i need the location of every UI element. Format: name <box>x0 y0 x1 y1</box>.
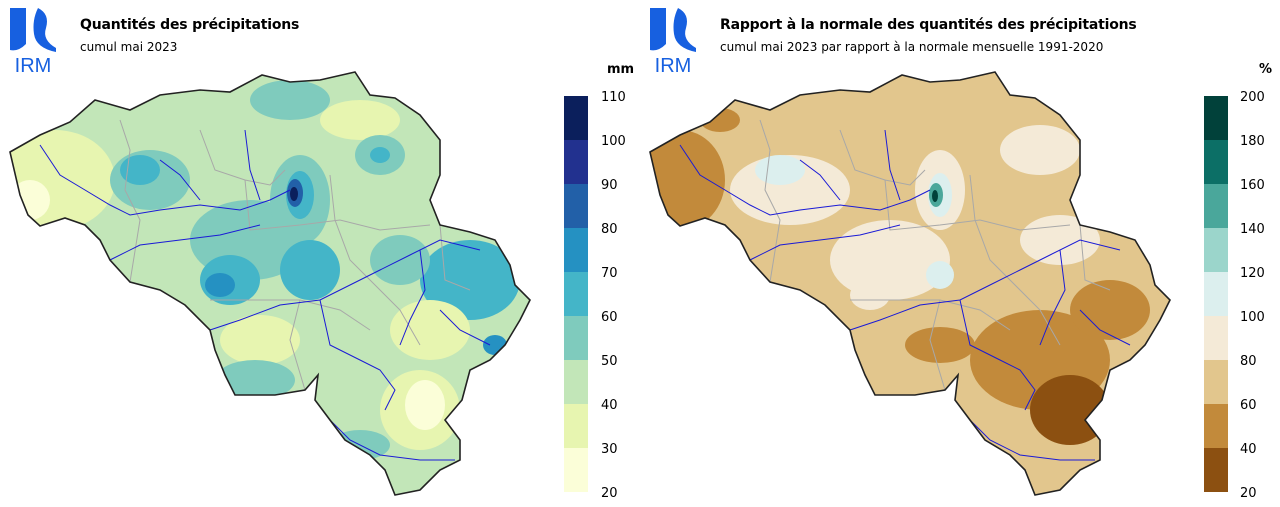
legend-swatch <box>1204 316 1228 360</box>
legend-swatch <box>1204 96 1228 140</box>
svg-text:IRM: IRM <box>15 55 52 74</box>
precipitation-panel: IRM Quantités des précipitations cumul m… <box>6 4 635 501</box>
ratio-legend <box>1204 96 1228 492</box>
legend-tick: 200 <box>1240 90 1265 105</box>
panel-title: Rapport à la normale des quantités des p… <box>720 17 1137 33</box>
legend-tick: 80 <box>601 222 618 237</box>
legend-swatch <box>564 448 588 492</box>
legend-swatch <box>1204 140 1228 184</box>
legend-swatch <box>1204 228 1228 272</box>
legend-swatch <box>564 140 588 184</box>
legend-swatch <box>1204 272 1228 316</box>
legend-tick: 180 <box>1240 134 1265 149</box>
belgium-ratio-map <box>649 71 1171 496</box>
legend-tick: 20 <box>601 486 618 501</box>
svg-text:IRM: IRM <box>655 55 692 74</box>
legend-tick: 160 <box>1240 178 1265 193</box>
legend-unit: mm <box>607 62 635 77</box>
legend-tick: 40 <box>601 398 618 413</box>
legend-tick: 50 <box>601 354 618 369</box>
panel-title: Quantités des précipitations <box>80 17 300 33</box>
belgium-precipitation-map <box>9 71 531 496</box>
legend-tick: 140 <box>1240 222 1265 237</box>
legend-tick: 100 <box>601 134 626 149</box>
legend-tick: 20 <box>1240 486 1257 501</box>
panel-subtitle: cumul mai 2023 <box>80 40 178 54</box>
ratio-panel: IRM Rapport à la normale des quantités d… <box>640 0 1280 507</box>
irm-logo-icon: IRM <box>646 4 700 74</box>
legend-tick: 60 <box>1240 398 1257 413</box>
legend-tick: 100 <box>1240 310 1265 325</box>
legend-swatch <box>564 184 588 228</box>
irm-logo-icon: IRM <box>6 4 60 74</box>
legend-tick: 110 <box>601 90 626 105</box>
legend-tick: 90 <box>601 178 618 193</box>
panel-subtitle: cumul mai 2023 par rapport à la normale … <box>720 40 1104 54</box>
legend-swatch <box>564 404 588 448</box>
legend-tick: 30 <box>601 442 618 457</box>
legend-swatch <box>564 316 588 360</box>
legend-swatch <box>1204 404 1228 448</box>
legend-swatch <box>564 272 588 316</box>
legend-tick: 60 <box>601 310 618 325</box>
legend-swatch <box>564 96 588 140</box>
legend-tick: 70 <box>601 266 618 281</box>
legend-swatch <box>564 228 588 272</box>
legend-unit: % <box>1259 62 1273 77</box>
legend-swatch <box>564 360 588 404</box>
legend-tick: 120 <box>1240 266 1265 281</box>
legend-swatch <box>1204 184 1228 228</box>
legend-swatch <box>1204 360 1228 404</box>
legend-tick: 80 <box>1240 354 1257 369</box>
legend-swatch <box>1204 448 1228 492</box>
legend-tick: 40 <box>1240 442 1257 457</box>
precipitation-legend <box>564 96 588 492</box>
